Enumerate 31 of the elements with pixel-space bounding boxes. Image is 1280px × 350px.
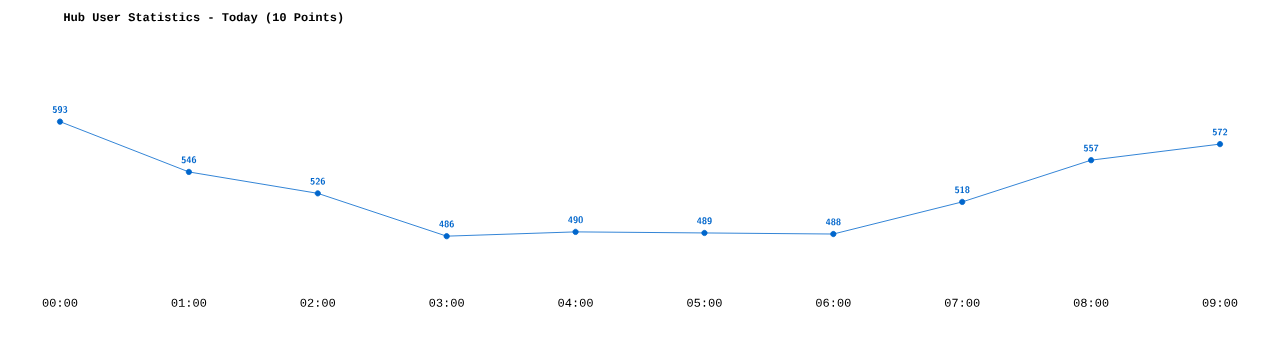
point [185, 168, 192, 175]
point [56, 118, 64, 125]
data-label: 557 [1083, 144, 1099, 152]
data-label: 518 [954, 186, 970, 194]
data-label: 490 [568, 216, 583, 224]
point [443, 233, 450, 240]
x-tick-label: 05:00 [687, 298, 722, 307]
point [701, 229, 708, 237]
x-tick-label: 09:00 [1202, 298, 1238, 307]
x-tick-label: 03:00 [429, 298, 464, 307]
point [830, 230, 837, 238]
x-tick-label: 06:00 [816, 298, 851, 307]
data-label: 486 [439, 220, 454, 228]
point [1088, 157, 1095, 164]
data-label: 526 [310, 177, 326, 185]
data-label: 593 [52, 106, 68, 113]
point [314, 190, 321, 197]
data-label: 546 [181, 156, 197, 164]
x-tick-label: 07:00 [944, 298, 980, 307]
chart-title: Hub User Statistics - Today (10 Points) [64, 12, 343, 24]
point [1216, 141, 1224, 148]
data-label: 489 [697, 217, 712, 225]
data-label: 488 [825, 218, 841, 226]
point [959, 198, 966, 205]
x-tick-label: 04:00 [558, 298, 593, 307]
x-tick-label: 01:00 [171, 298, 207, 307]
point [572, 228, 579, 235]
x-tick-label: 02:00 [300, 298, 336, 307]
x-tick-label: 08:00 [1073, 298, 1109, 307]
data-label: 572 [1212, 128, 1228, 136]
x-tick-label: 00:00 [42, 298, 78, 307]
